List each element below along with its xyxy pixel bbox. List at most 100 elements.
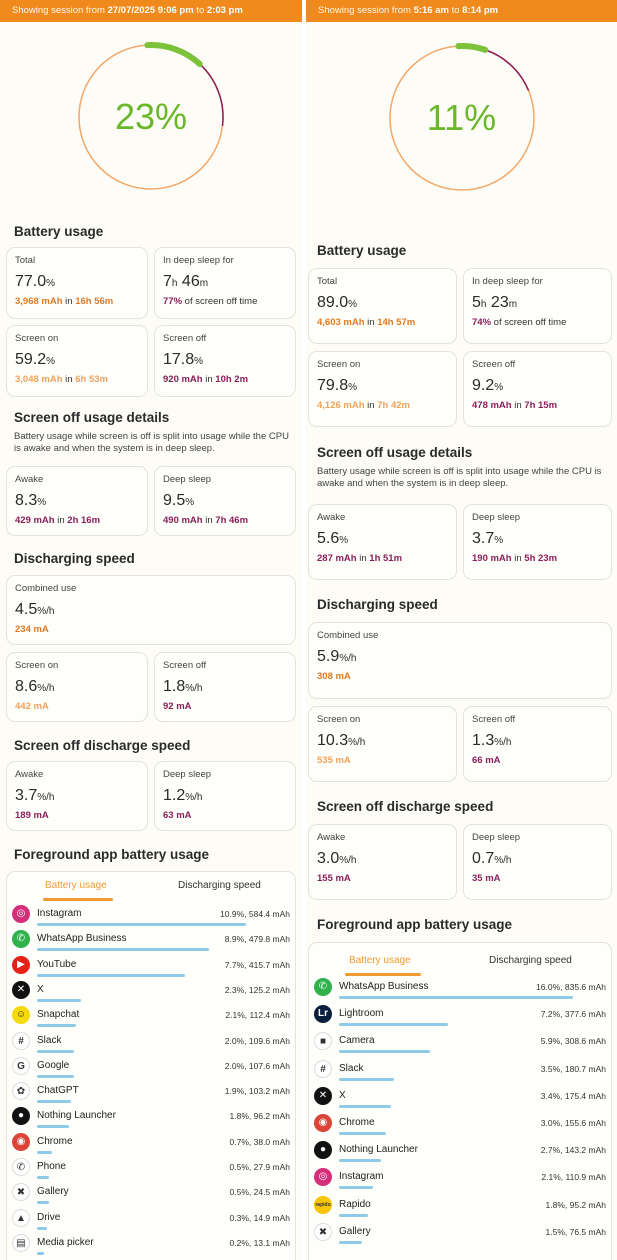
lightroom-icon: Lr [314,1005,332,1024]
app-name: X [339,1089,346,1101]
app-row[interactable]: ▤ Media picker 0.2%, 13.1 mAh [7,1233,295,1258]
app-row[interactable]: ✖ Gallery 0.5%, 24.5 mAh [7,1182,295,1207]
card-label: Awake [317,512,346,523]
ds-screen-on-card[interactable]: Screen on 8.6%/h 442 mA [6,652,148,722]
sod-deep-card[interactable]: Deep sleep 0.7%/h 35 mA [463,824,612,900]
app-usage-bar [339,1132,386,1135]
discharging-speed-title: Discharging speed [317,597,438,612]
session-start: 5:16 am [413,5,449,16]
app-row[interactable]: Lr Lightroom 7.2%, 377.6 mAh [309,1004,611,1029]
app-row[interactable]: ◎ Instagram 10.9%, 584.4 mAh [7,904,295,929]
card-sub: 189 mA [15,810,49,821]
ds-screen-off-card[interactable]: Screen off 1.8%/h 92 mA [154,652,296,722]
app-row[interactable]: ✆ WhatsApp Business 8.9%, 479.8 mAh [7,929,295,954]
sod-deep-card[interactable]: Deep sleep 1.2%/h 63 mA [154,761,296,831]
card-value: 5.6% [317,530,349,547]
tab-discharging-speed[interactable]: Discharging speed [489,955,572,966]
app-row[interactable]: ◉ Chrome 3.0%, 155.6 mAh [309,1113,611,1138]
ring-screen-off-arc [484,49,529,91]
total-card[interactable]: Total 89.0% 4,603 mAh in 14h 57m [308,268,457,344]
card-label: Screen on [317,714,361,725]
camera-icon: ■ [314,1032,332,1051]
deep-sleep-card[interactable]: Deep sleep 3.7% 190 mAh in 5h 23m [463,504,612,580]
app-row[interactable]: ✕ X 2.3%, 125.2 mAh [7,980,295,1005]
card-value: 9.5% [163,492,195,509]
deep-sleep-card[interactable]: Deep sleep 9.5% 490 mAh in 7h 46m [154,466,296,536]
card-value: 77.0% [15,273,56,290]
screen-off-card[interactable]: Screen off 9.2% 478 mAh in 7h 15m [463,351,612,427]
screen-off-card[interactable]: Screen off 17.8% 920 mAh in 10h 2m [154,325,296,397]
card-sub: 429 mAh in 2h 16m [15,515,101,526]
battery-ring: 11% [382,38,542,198]
session-panel-right: Showing session from 5:16 am to 8:14 pm … [306,0,617,1260]
screen-on-card[interactable]: Screen on 79.8% 4,126 mAh in 7h 42m [308,351,457,427]
battery-ring: 23% [71,37,231,197]
app-usage-value: 0.3%, 14.9 mAh [229,1212,290,1223]
x-icon: ✕ [314,1086,332,1105]
app-name: Media picker [37,1236,94,1248]
deep-sleep-for-card[interactable]: In deep sleep for 7h 46m 77% of screen o… [154,247,296,319]
app-usage-bar [37,973,185,977]
discharging-speed-title: Discharging speed [14,551,135,566]
card-sub: 74% of screen off time [472,317,567,328]
app-row[interactable]: rapido Rapido 1.8%, 95.2 mAh [309,1195,611,1220]
app-row[interactable]: ✕ X 3.4%, 175.4 mAh [309,1086,611,1111]
google-icon: G [12,1056,30,1075]
app-row[interactable]: ▲ Drive 0.3%, 14.9 mAh [7,1208,295,1233]
app-row[interactable]: G Google 2.0%, 107.6 mAh [7,1056,295,1081]
screen-on-card[interactable]: Screen on 59.2% 3,048 mAh in 6h 53m [6,325,148,397]
app-row[interactable]: ✆ WhatsApp Business 16.0%, 835.6 mAh [309,977,611,1002]
card-sub: 490 mAh in 7h 46m [163,515,249,526]
chatgpt-icon: ✿ [12,1082,30,1101]
app-row[interactable]: ✆ Phone 0.5%, 27.9 mAh [7,1157,295,1182]
app-name: Gallery [339,1225,371,1237]
app-row[interactable]: ◎ Instagram 2.1%, 110.9 mAh [309,1167,611,1192]
ds-screen-off-card[interactable]: Screen off 1.3%/h 66 mA [463,706,612,782]
sod-awake-card[interactable]: Awake 3.0%/h 155 mA [308,824,457,900]
awake-card[interactable]: Awake 8.3% 429 mAh in 2h 16m [6,466,148,536]
card-sub: 920 mAh in 10h 2m [163,374,249,385]
card-value: 10.3%/h [317,732,366,749]
app-name: Instagram [339,1171,384,1183]
app-row[interactable]: ■ Camera 5.9%, 308.6 mAh [309,1031,611,1056]
app-name: Rapido [339,1198,371,1210]
battery-percent: 11% [426,97,497,138]
card-value: 7h 46m [163,273,209,290]
app-row[interactable]: ◉ Chrome 0.7%, 38.0 mAh [7,1132,295,1157]
app-name: ChatGPT [37,1085,79,1097]
app-row[interactable]: ● Nothing Launcher 2.7%, 143.2 mAh [309,1140,611,1165]
app-row[interactable]: # Slack 3.5%, 180.7 mAh [309,1059,611,1084]
combined-use-card[interactable]: Combined use 5.9%/h 308 mA [308,622,612,699]
deep-sleep-for-card[interactable]: In deep sleep for 5h 23m 74% of screen o… [463,268,612,344]
awake-card[interactable]: Awake 5.6% 287 mAh in 1h 51m [308,504,457,580]
app-usage-bar [37,1024,77,1028]
screen-off-details-desc: Battery usage while screen is off is spl… [14,431,289,454]
tab-discharging-speed[interactable]: Discharging speed [178,880,261,891]
app-row[interactable]: ✿ ChatGPT 1.9%, 103.2 mAh [7,1081,295,1106]
card-sub: 35 mA [472,873,501,884]
tab-indicator [43,898,113,901]
app-row[interactable]: ▶ YouTube 7.7%, 415.7 mAh [7,955,295,980]
total-card[interactable]: Total 77.0% 3,968 mAh in 16h 56m [6,247,148,319]
card-value: 5h 23m [472,294,518,311]
card-value: 8.6%/h [15,678,55,695]
app-usage-bar [339,1186,373,1190]
card-label: Screen on [15,333,59,344]
session-banner: Showing session from 5:16 am to 8:14 pm [306,0,617,22]
tab-battery-usage[interactable]: Battery usage [349,955,411,966]
app-row[interactable]: ✖ Gallery 1.5%, 76.5 mAh [309,1222,611,1247]
tab-battery-usage[interactable]: Battery usage [45,880,107,891]
sod-awake-card[interactable]: Awake 3.7%/h 189 mA [6,761,148,831]
card-label: Screen on [317,359,361,370]
app-row[interactable]: ● Nothing Launcher 1.8%, 96.2 mAh [7,1106,295,1131]
foreground-app-title: Foreground app battery usage [317,917,513,932]
app-name: Chrome [339,1117,375,1128]
session-start: 27/07/2025 9:06 pm [107,5,194,16]
combined-use-card[interactable]: Combined use 4.5%/h 234 mA [6,575,296,645]
whatsapp-business-icon: ✆ [314,978,332,996]
app-usage-value: 0.5%, 27.9 mAh [229,1162,290,1172]
app-row[interactable]: # Slack 2.0%, 109.6 mAh [7,1031,295,1056]
battery-ring-graphic [388,43,535,191]
ds-screen-on-card[interactable]: Screen on 10.3%/h 535 mA [308,706,457,782]
app-row[interactable]: ☺ Snapchat 2.1%, 112.4 mAh [7,1005,295,1030]
